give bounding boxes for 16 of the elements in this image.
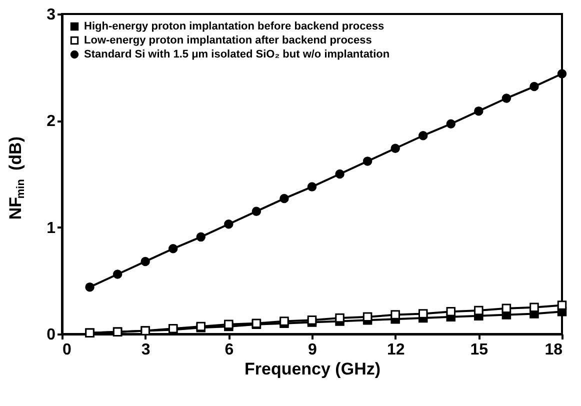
- y-tick-label: 3: [46, 6, 56, 24]
- x-tick-label: 15: [470, 342, 488, 358]
- y-tick-label: 0: [46, 326, 56, 344]
- legend-label: Standard Si with 1.5 μm isolated SiO₂ but w/o implantation: [84, 48, 390, 60]
- y-tick-label: 1: [46, 220, 56, 237]
- x-tick-label: 0: [62, 342, 72, 358]
- x-tick-label: 18: [544, 342, 563, 358]
- x-tick-label: 6: [224, 342, 234, 358]
- y-tick-label: 2: [46, 113, 56, 130]
- legend-label: High-energy proton implantation before backend process: [84, 20, 384, 32]
- x-tick-label: 12: [386, 342, 405, 358]
- x-tick-label: 3: [141, 342, 150, 358]
- x-tick-label: 9: [308, 342, 318, 358]
- y-axis-title: NFmin (dB): [6, 136, 27, 220]
- legend-label: Low-energy proton implantation after backend process: [84, 34, 372, 46]
- x-axis-title: Frequency (GHz): [244, 360, 381, 378]
